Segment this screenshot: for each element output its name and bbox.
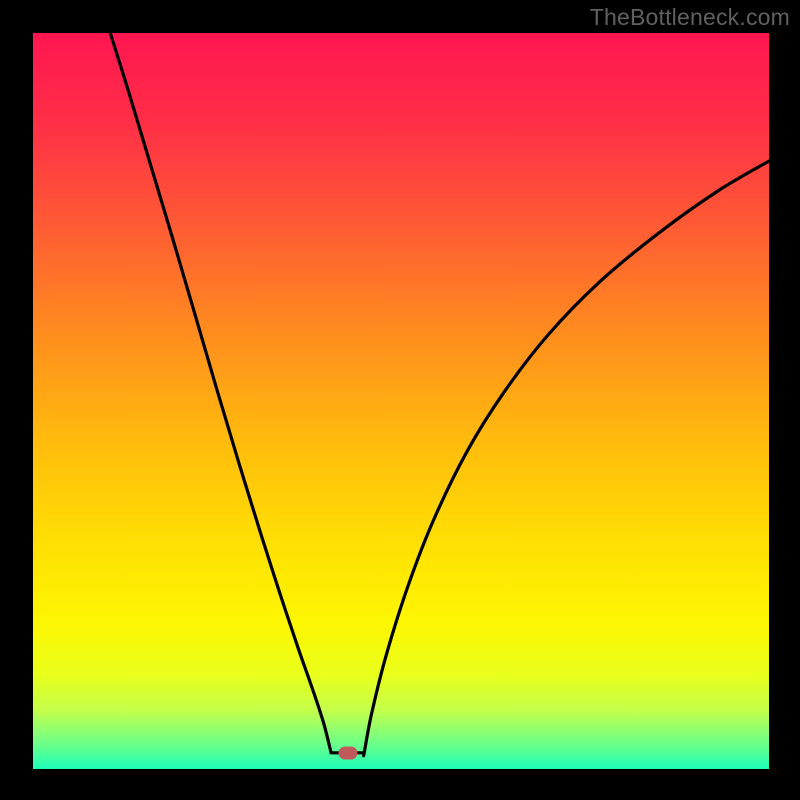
watermark-text: TheBottleneck.com (590, 4, 790, 31)
bottleneck-curve (110, 33, 769, 756)
plot-area (33, 33, 769, 769)
current-position-marker (339, 746, 358, 759)
bottleneck-curve-svg (33, 33, 769, 769)
